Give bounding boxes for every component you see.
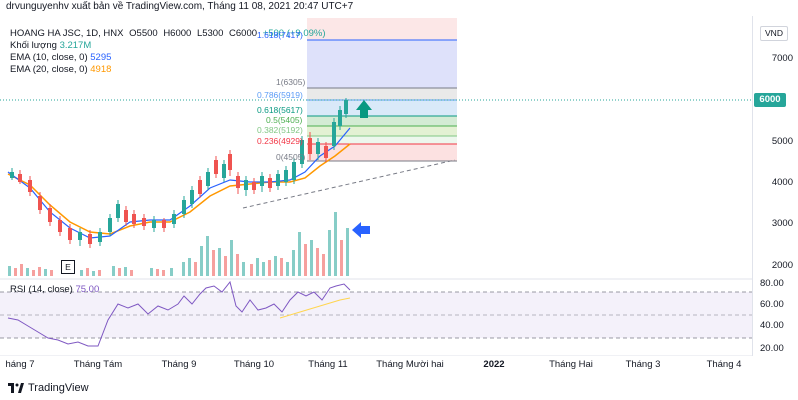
close-value: C6000 [229, 28, 258, 39]
price-tick: 2000 [771, 260, 793, 271]
fib-level-0236: 0.236(4929) [257, 136, 303, 146]
price-candles [10, 98, 348, 248]
rsi-tick: 40.00 [760, 320, 784, 331]
low-value: L5300 [196, 28, 224, 39]
fib-level-0: 0(4505) [276, 152, 306, 162]
fib-level-1618: 1.618(7417) [257, 30, 303, 40]
volume-label: Khối lượng [10, 40, 57, 51]
time-tick: Tháng Tám [73, 359, 123, 370]
earnings-e-icon[interactable]: E [61, 260, 75, 274]
current-price-tag: 6000 [754, 93, 786, 107]
fib-level-1: 1(6305) [276, 77, 306, 87]
tradingview-brand[interactable]: TradingView [8, 382, 89, 394]
time-tick: Tháng 4 [706, 359, 742, 370]
ema10-value: 5295 [90, 52, 112, 63]
volume-bars [8, 212, 349, 276]
high-value: H6000 [163, 28, 192, 39]
time-tick: 2022 [483, 359, 505, 370]
rsi-tick: 20.00 [760, 343, 784, 354]
price-tick: 7000 [771, 53, 793, 64]
time-tick: Tháng Hai [549, 359, 593, 370]
open-value: O5500 [129, 28, 158, 39]
fib-level-0618: 0.618(5617) [257, 105, 303, 115]
fib-level-0786: 0.786(5919) [257, 90, 303, 100]
price-chart[interactable] [0, 16, 752, 356]
time-tick: Tháng 10 [233, 359, 275, 370]
up-arrow-icon [356, 100, 372, 118]
rsi-line [7, 280, 351, 347]
time-tick: Tháng Mười hai [376, 359, 444, 370]
price-axis[interactable]: 7000 5000 4000 3000 2000 [752, 16, 798, 356]
rsi-tick: 60.00 [760, 299, 784, 310]
chart-legend: HOANG HA JSC, 1D, HNX O5500 H6000 L5300 … [10, 28, 329, 76]
ema10-label: EMA (10, close, 0) [10, 52, 88, 63]
rsi-label: RSI (14, close) [10, 284, 73, 295]
fib-level-05: 0.5(5405) [266, 115, 303, 125]
price-tick: 5000 [771, 136, 793, 147]
time-tick: háng 7 [5, 359, 35, 370]
volume-value: 3.217M [59, 40, 92, 51]
rsi-tick: 80.00 [760, 278, 784, 289]
time-tick: Tháng 11 [308, 359, 348, 370]
symbol-label: HOANG HA JSC, 1D, HNX [10, 28, 124, 39]
time-axis[interactable]: háng 7 Tháng Tám Tháng 9 Tháng 10 Tháng … [0, 356, 752, 374]
ema20-label: EMA (20, close, 0) [10, 64, 88, 75]
price-tick: 3000 [771, 218, 793, 229]
time-tick: Tháng 3 [625, 359, 661, 370]
brand-label: TradingView [28, 382, 89, 394]
time-tick: Tháng 9 [161, 359, 197, 370]
price-tick: 4000 [771, 177, 793, 188]
rsi-ma-line [279, 297, 351, 319]
rsi-value: 75.00 [75, 284, 100, 295]
change-value: +500 (+9.09%) [262, 28, 326, 39]
publish-header: drvunguyenhv xuất bản về TradingView.com… [6, 1, 354, 12]
ema20-line [7, 143, 351, 235]
left-arrow-icon [352, 222, 370, 238]
tradingview-logo-icon [8, 383, 24, 393]
rsi-legend: RSI (14, close) 75.00 [10, 284, 99, 295]
ema20-value: 4918 [90, 64, 112, 75]
fib-level-0382: 0.382(5192) [257, 125, 303, 135]
currency-badge[interactable]: VND [760, 26, 788, 41]
